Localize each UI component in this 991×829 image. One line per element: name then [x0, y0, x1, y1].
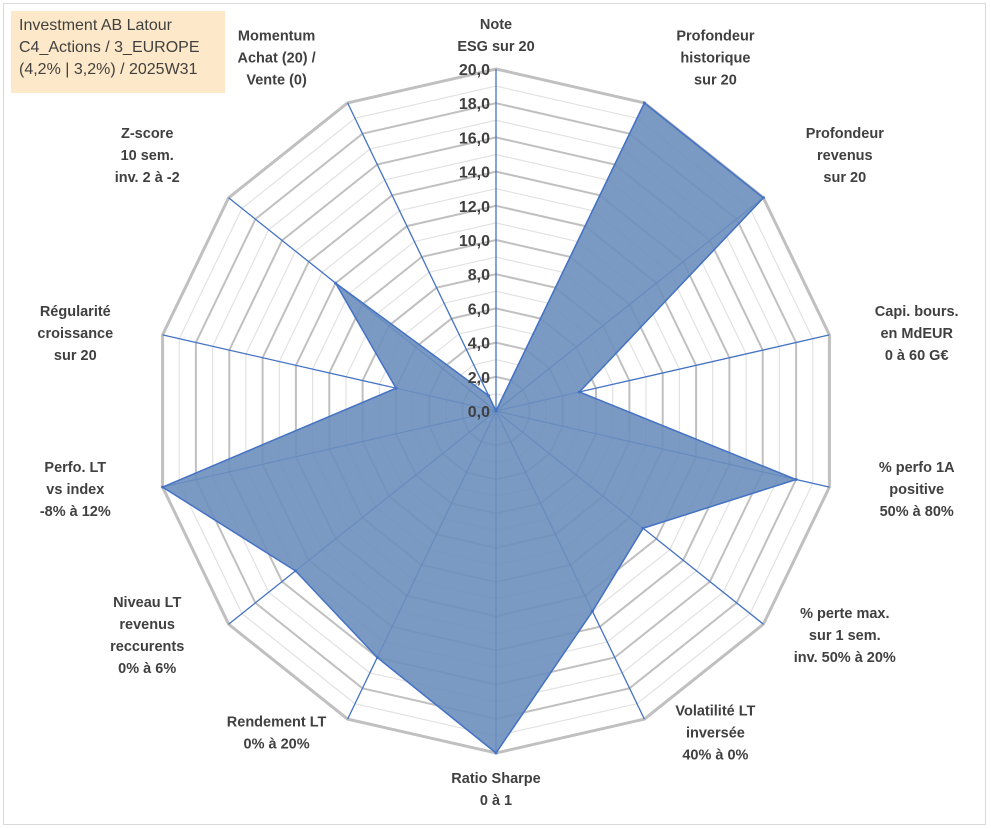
axis-label-line: inv. 50% à 20% — [794, 650, 896, 666]
tick-label: 0,0 — [468, 404, 490, 421]
axis-label-line: Profondeur — [676, 29, 754, 45]
tick-label: 14,0 — [459, 165, 490, 182]
axis-label: % perte max. sur 1 sem. inv. 50% à 20% — [794, 606, 896, 666]
data-point — [494, 409, 498, 413]
axis-label-line: en MdEUR — [880, 326, 953, 342]
data-point — [487, 394, 491, 398]
data-point — [641, 526, 645, 530]
axis-label-line: Rendement LT — [227, 714, 327, 730]
axis-label-line: historique — [680, 51, 750, 67]
axis-label-line: inv. 2 à -2 — [115, 170, 180, 186]
axis-label-line: 10 sem. — [121, 148, 174, 164]
axis-label-line: Niveau LT — [113, 595, 181, 611]
axis-label-line: Ratio Sharpe — [451, 771, 540, 787]
axis-label-line: revenus — [119, 617, 175, 633]
axis-label-line: ESG sur 20 — [457, 39, 534, 55]
axis-label: Note ESG sur 20 — [457, 17, 534, 55]
info-period: (4,2% | 3,2%) / 2025W31 — [19, 61, 198, 78]
axis-label-line: 40% à 0% — [682, 747, 748, 763]
axis-label-line: 0 à 60 G€ — [885, 348, 949, 364]
axis-label-line: sur 20 — [823, 170, 866, 186]
axis-label-line: -8% à 12% — [40, 504, 111, 520]
info-category: C4_Actions / 3_EUROPE — [19, 39, 200, 56]
axis-spoke — [347, 102, 497, 412]
axis-label: Capi. bours. en MdEUR 0 à 60 G€ — [875, 304, 959, 364]
axis-label-line: 50% à 80% — [880, 504, 954, 520]
data-point — [394, 386, 398, 390]
axis-label-line: positive — [889, 482, 944, 498]
axis-label: Profondeur revenus sur 20 — [806, 126, 884, 186]
axis-label-line: Volatilité LT — [675, 703, 755, 719]
axis-label: % perfo 1A positive 50% à 80% — [879, 460, 955, 520]
tick-label: 10,0 — [459, 233, 490, 250]
data-point — [294, 569, 297, 573]
axis-label-line: Régularité — [40, 304, 111, 320]
data-point — [761, 196, 765, 200]
axis-label-line: Capi. bours. — [875, 304, 959, 320]
tick-label: 2,0 — [468, 370, 490, 387]
axis-label-line: % perfo 1A — [879, 460, 955, 476]
axis-label-line: Z-score — [121, 126, 173, 142]
axis-label-line: vs index — [46, 482, 104, 498]
axis-label-line: Vente (0) — [246, 73, 307, 89]
tick-label: 20,0 — [459, 62, 490, 79]
info-company: Investment AB Latour — [19, 17, 172, 34]
axis-label-line: 0% à 6% — [118, 661, 176, 677]
data-point — [161, 485, 165, 489]
axis-label: Profondeur historique sur 20 — [676, 29, 754, 89]
axis-label: Volatilité LT inversée 40% à 0% — [675, 703, 755, 763]
axis-label-line: inversée — [686, 725, 745, 741]
axis-label-line: revenus — [817, 148, 873, 164]
data-point — [794, 478, 798, 481]
axis-label-line: % perte max. — [800, 606, 889, 622]
info-box: Investment AB Latour C4_Actions / 3_EURO… — [11, 11, 225, 93]
axis-label-line: sur 20 — [54, 348, 97, 364]
tick-label: 8,0 — [468, 267, 490, 284]
data-point — [375, 656, 379, 659]
tick-label: 16,0 — [459, 130, 490, 147]
axis-label-line: sur 20 — [694, 73, 737, 89]
axis-label-line: Profondeur — [806, 126, 884, 142]
axis-label-line: Perfo. LT — [44, 460, 106, 476]
data-point — [334, 281, 338, 285]
axis-label-line: croissance — [37, 326, 113, 342]
data-point — [494, 751, 498, 755]
axis-label-line: Note — [480, 17, 512, 33]
tick-label: 18,0 — [459, 96, 490, 113]
axis-label-line: 0 à 1 — [480, 793, 512, 809]
axis-label: Perfo. LT vs index -8% à 12% — [40, 460, 111, 520]
axis-label: Niveau LT revenus reccurents 0% à 6% — [110, 595, 184, 677]
axis-label: Ratio Sharpe 0 à 1 — [451, 771, 540, 809]
axis-label-line: Momentum — [238, 29, 315, 45]
axis-label: Momentum Achat (20) / Vente (0) — [238, 29, 316, 89]
axis-label: Rendement LT 0% à 20% — [227, 714, 327, 752]
axis-label-line: reccurents — [110, 639, 184, 655]
tick-label: 4,0 — [468, 336, 490, 353]
data-point — [577, 390, 581, 394]
data-point — [642, 101, 646, 105]
axis-label: Z-score 10 sem. inv. 2 à -2 — [115, 126, 180, 186]
data-point — [591, 609, 594, 613]
axis-label: Régularité croissance sur 20 — [37, 304, 113, 364]
tick-label: 12,0 — [459, 199, 490, 216]
axis-label-line: sur 1 sem. — [809, 628, 881, 644]
tick-label: 6,0 — [468, 301, 490, 318]
axis-label-line: Achat (20) / — [238, 51, 316, 67]
axis-label-line: 0% à 20% — [244, 736, 310, 752]
